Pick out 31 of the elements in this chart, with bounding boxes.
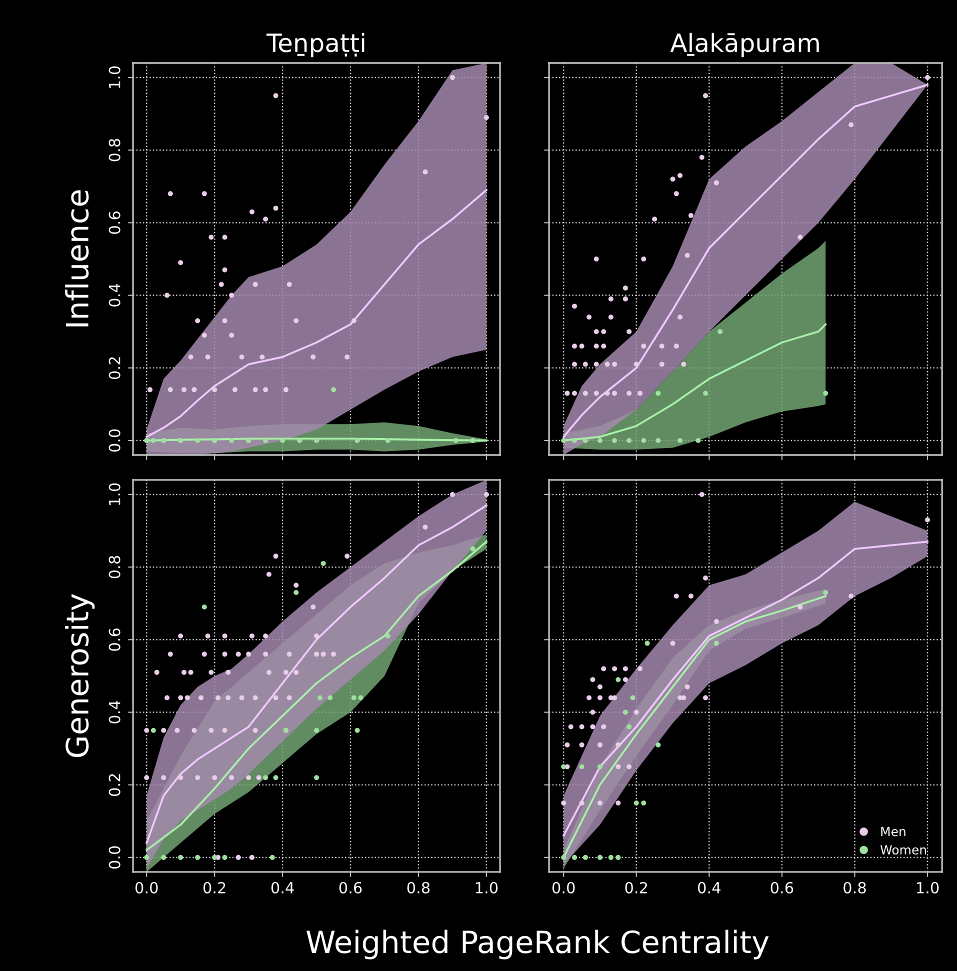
y-tick-label: 0.0 [108,429,120,452]
y-tick-label: 0.6 [108,212,120,234]
y-tick-label: 1.0 [108,66,120,88]
x-tick-label: 1.0 [476,882,498,894]
x-axis-title: Weighted PageRank Centrality [306,930,769,960]
y-tick-label: 0.0 [108,846,120,869]
x-tick-label: 0.4 [698,882,720,894]
y-tick-label: 0.8 [108,139,120,162]
legend-label: Women [880,845,926,855]
x-tick-label: 0.6 [770,882,794,894]
chart-title: Aḻakāpuram [670,32,819,58]
y-tick-label: 0.6 [108,628,120,651]
y-tick-label: 0.4 [108,284,120,306]
x-tick-label: 0.4 [271,882,294,894]
y-tick-label: 0.4 [108,700,120,724]
legend-label: Men [881,826,906,836]
y-tick-label: 0.2 [108,774,120,796]
x-tick-label: 0.2 [203,882,226,894]
x-tick-label: 1.0 [917,882,939,894]
y-axis-title: Generosity [65,594,95,758]
y-tick-label: 1.0 [108,483,120,505]
y-axis-title: Influence [65,190,89,326]
x-tick-label: 0.6 [339,882,362,894]
chart-title: Teṉpaṭṭi [266,32,364,58]
x-tick-label: 0.8 [407,882,430,894]
x-tick-label: 0.2 [625,882,647,894]
y-tick-label: 0.2 [108,357,120,380]
x-tick-label: 0.0 [135,882,158,894]
y-tick-label: 0.8 [108,556,120,578]
x-tick-label: 0.0 [552,882,575,894]
x-tick-label: 0.8 [844,882,866,894]
